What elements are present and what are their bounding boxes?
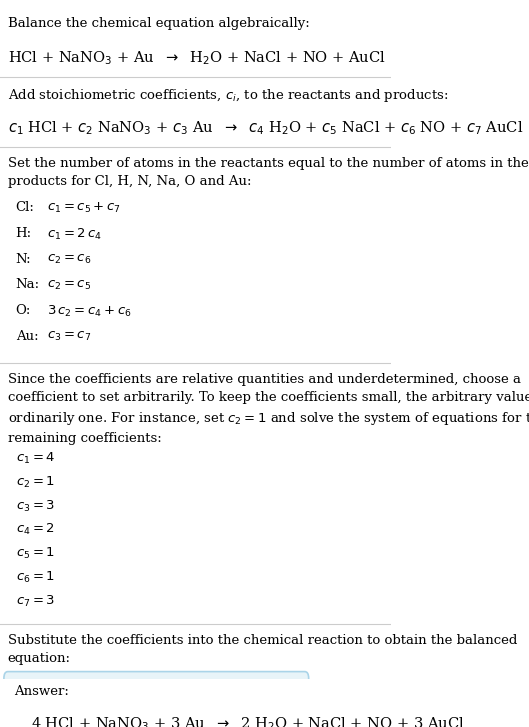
Text: $c_3 = c_7$: $c_3 = c_7$	[47, 330, 91, 343]
Text: $c_1 = c_5 + c_7$: $c_1 = c_5 + c_7$	[47, 201, 121, 215]
Text: $c_3 = 3$: $c_3 = 3$	[16, 499, 55, 513]
Text: N:: N:	[16, 252, 31, 265]
Text: $c_2 = c_6$: $c_2 = c_6$	[47, 252, 91, 265]
Text: Na:: Na:	[16, 278, 40, 292]
Text: 4 HCl + NaNO$_3$ + 3 Au  $\rightarrow$  2 H$_2$O + NaCl + NO + 3 AuCl: 4 HCl + NaNO$_3$ + 3 Au $\rightarrow$ 2 …	[31, 716, 465, 727]
Text: $c_1 = 2\,c_4$: $c_1 = 2\,c_4$	[47, 227, 102, 242]
Text: $3\,c_2 = c_4 + c_6$: $3\,c_2 = c_4 + c_6$	[47, 304, 132, 319]
Text: Balance the chemical equation algebraically:: Balance the chemical equation algebraica…	[8, 17, 309, 30]
Text: O:: O:	[16, 304, 31, 317]
Text: Au:: Au:	[16, 330, 38, 343]
Text: HCl + NaNO$_3$ + Au  $\rightarrow$  H$_2$O + NaCl + NO + AuCl: HCl + NaNO$_3$ + Au $\rightarrow$ H$_2$O…	[8, 49, 386, 68]
Text: $c_5 = 1$: $c_5 = 1$	[16, 546, 54, 561]
Text: Set the number of atoms in the reactants equal to the number of atoms in the
pro: Set the number of atoms in the reactants…	[8, 157, 528, 188]
Text: Substitute the coefficients into the chemical reaction to obtain the balanced
eq: Substitute the coefficients into the che…	[8, 634, 517, 665]
Text: Since the coefficients are relative quantities and underdetermined, choose a
coe: Since the coefficients are relative quan…	[8, 373, 529, 445]
FancyBboxPatch shape	[4, 672, 308, 727]
Text: Cl:: Cl:	[16, 201, 34, 214]
Text: H:: H:	[16, 227, 32, 240]
Text: $c_4 = 2$: $c_4 = 2$	[16, 522, 54, 537]
Text: $c_2 = 1$: $c_2 = 1$	[16, 475, 54, 490]
Text: Add stoichiometric coefficients, $c_i$, to the reactants and products:: Add stoichiometric coefficients, $c_i$, …	[8, 87, 448, 104]
Text: $c_7 = 3$: $c_7 = 3$	[16, 593, 55, 608]
Text: $c_1$ HCl + $c_2$ NaNO$_3$ + $c_3$ Au  $\rightarrow$  $c_4$ H$_2$O + $c_5$ NaCl : $c_1$ HCl + $c_2$ NaNO$_3$ + $c_3$ Au $\…	[8, 119, 523, 137]
Text: $c_1 = 4$: $c_1 = 4$	[16, 451, 55, 466]
Text: $c_2 = c_5$: $c_2 = c_5$	[47, 278, 91, 292]
Text: $c_6 = 1$: $c_6 = 1$	[16, 570, 54, 585]
Text: Answer:: Answer:	[14, 685, 69, 698]
